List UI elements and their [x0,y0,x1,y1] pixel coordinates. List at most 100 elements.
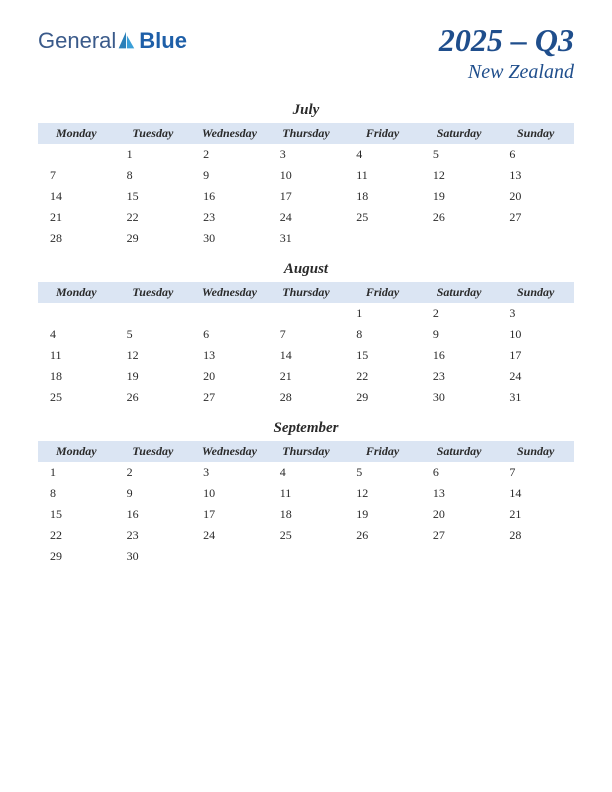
calendar-cell: 29 [344,387,421,408]
calendar-cell: 6 [191,324,268,345]
calendar-cell: 20 [497,186,574,207]
calendar-row: 18192021222324 [38,366,574,387]
calendar-cell: 19 [421,186,498,207]
day-header: Saturday [421,441,498,462]
calendar-cell: 25 [344,207,421,228]
calendar-cell: 5 [344,462,421,483]
calendar-cell: 3 [191,462,268,483]
calendar-row: 123 [38,303,574,324]
calendar-cell: 19 [344,504,421,525]
calendar-cell: 21 [268,366,345,387]
calendar-cell [344,546,421,567]
calendar-cell [421,228,498,249]
calendar-cell [268,303,345,324]
calendar-cell: 24 [268,207,345,228]
day-header: Friday [344,441,421,462]
calendar-cell: 3 [497,303,574,324]
day-header: Thursday [268,123,345,144]
month-block: AugustMondayTuesdayWednesdayThursdayFrid… [38,261,574,408]
calendar-cell: 12 [421,165,498,186]
calendar-cell: 30 [191,228,268,249]
calendar-cell: 23 [191,207,268,228]
calendar-cell: 27 [191,387,268,408]
calendar-cell: 8 [38,483,115,504]
calendar-cell: 29 [115,228,192,249]
calendar-cell: 29 [38,546,115,567]
location-subtitle: New Zealand [439,61,574,84]
calendar-cell: 14 [268,345,345,366]
calendar-row: 25262728293031 [38,387,574,408]
calendar-cell: 22 [344,366,421,387]
calendar-cell: 5 [115,324,192,345]
calendar-cell [191,303,268,324]
calendar-cell: 28 [38,228,115,249]
calendar-container: JulyMondayTuesdayWednesdayThursdayFriday… [38,102,574,567]
calendar-cell: 30 [421,387,498,408]
month-block: SeptemberMondayTuesdayWednesdayThursdayF… [38,420,574,567]
day-header: Friday [344,282,421,303]
calendar-cell: 2 [191,144,268,165]
calendar-cell [191,546,268,567]
calendar-cell: 16 [421,345,498,366]
logo: General Blue [38,22,187,54]
calendar-cell: 13 [191,345,268,366]
calendar-cell [497,228,574,249]
day-header: Sunday [497,441,574,462]
calendar-cell: 23 [115,525,192,546]
calendar-cell: 12 [344,483,421,504]
day-header: Wednesday [191,441,268,462]
day-header: Saturday [421,282,498,303]
calendar-cell [421,546,498,567]
calendar-cell: 10 [497,324,574,345]
calendar-cell: 21 [497,504,574,525]
calendar-cell: 27 [497,207,574,228]
month-name: July [38,102,574,119]
calendar-cell: 18 [268,504,345,525]
calendar-cell: 18 [344,186,421,207]
calendar-cell: 7 [268,324,345,345]
calendar-cell [497,546,574,567]
day-header: Sunday [497,123,574,144]
calendar-cell: 22 [115,207,192,228]
calendar-cell: 28 [268,387,345,408]
calendar-cell: 26 [344,525,421,546]
calendar-row: 28293031 [38,228,574,249]
calendar-cell [344,228,421,249]
calendar-row: 15161718192021 [38,504,574,525]
calendar-cell: 11 [344,165,421,186]
calendar-cell: 11 [268,483,345,504]
calendar-cell: 30 [115,546,192,567]
calendar-cell [38,303,115,324]
calendar-cell: 15 [38,504,115,525]
calendar-cell: 12 [115,345,192,366]
month-block: July MondayTuesdayWednesdayThursdayFriday… [38,102,574,249]
calendar-cell: 5 [421,144,498,165]
day-header: Thursday [268,282,345,303]
calendar-cell: 1 [344,303,421,324]
calendar-cell: 16 [191,186,268,207]
calendar-cell: 13 [497,165,574,186]
calendar-cell: 9 [191,165,268,186]
calendar-cell: 8 [115,165,192,186]
calendar-cell: 15 [115,186,192,207]
calendar-cell: 26 [421,207,498,228]
month-name: August [38,261,574,278]
calendar-cell: 14 [38,186,115,207]
calendar-cell: 14 [497,483,574,504]
day-header: Wednesday [191,282,268,303]
calendar-cell [38,144,115,165]
calendar-cell: 9 [115,483,192,504]
calendar-cell: 1 [38,462,115,483]
calendar-cell: 19 [115,366,192,387]
calendar-cell [115,303,192,324]
day-header: Wednesday [191,123,268,144]
calendar-cell: 25 [38,387,115,408]
logo-sail-icon [115,30,137,52]
calendar-cell: 31 [497,387,574,408]
month-name: September [38,420,574,437]
day-header: Tuesday [115,123,192,144]
calendar-cell: 4 [38,324,115,345]
day-header: Monday [38,123,115,144]
calendar-cell: 11 [38,345,115,366]
calendar-table: MondayTuesdayWednesdayThursdayFridaySatu… [38,123,574,249]
